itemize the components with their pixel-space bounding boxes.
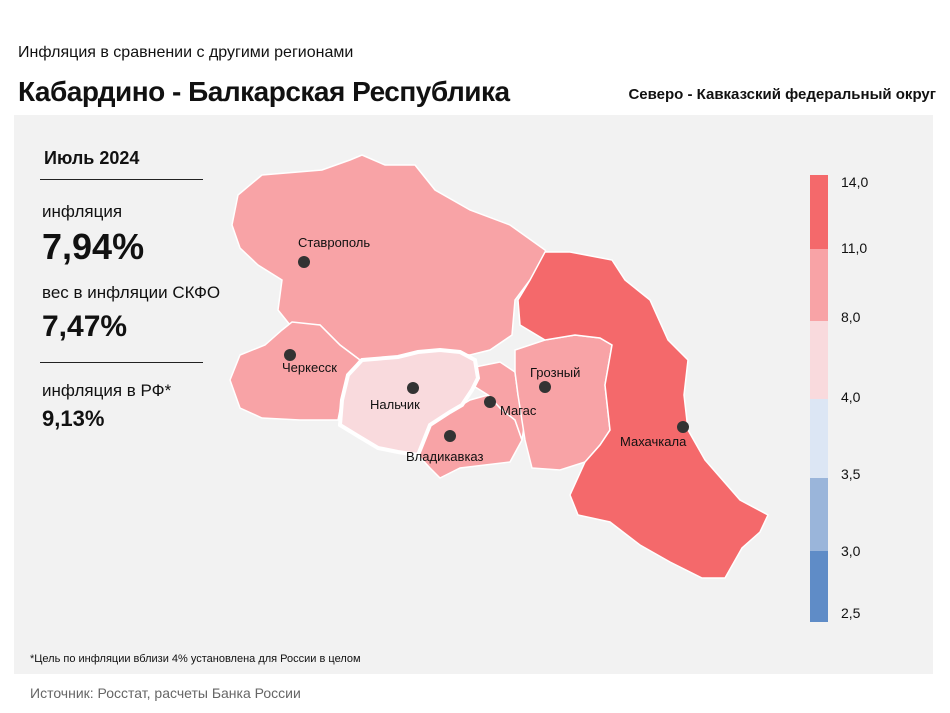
- map-subtitle: Инфляция в сравнении с другими регионами: [18, 44, 354, 61]
- legend-tick-3-5: 3,5: [841, 466, 861, 482]
- region-dagestan[interactable]: [517, 251, 769, 579]
- weight-value: 7,47%: [42, 310, 128, 343]
- divider-bottom: [40, 362, 203, 363]
- vladikavkaz-label: Владикавказ: [406, 449, 484, 464]
- cherkessk-marker: [284, 349, 296, 361]
- footnote: *Цель по инфляции вблизи 4% установлена …: [30, 653, 361, 665]
- legend-tick-11: 11,0: [841, 240, 868, 256]
- cherkessk-label: Черкесск: [282, 360, 337, 375]
- stavropol-marker: [298, 256, 310, 268]
- weight-label: вес в инфляции СКФО: [42, 283, 221, 302]
- source-note: Источник: Росстат, расчеты Банка России: [30, 685, 301, 701]
- legend-tick-3: 3,0: [841, 543, 861, 559]
- legend-swatch-2: [810, 249, 828, 321]
- makhachkala-marker: [677, 421, 689, 433]
- magas-label: Магас: [500, 403, 537, 418]
- legend-swatch-4: [810, 399, 828, 478]
- legend-tick-4: 4,0: [841, 389, 861, 405]
- region-stavropol[interactable]: [231, 154, 551, 361]
- nalchik-label: Нальчик: [370, 397, 420, 412]
- district-title: Северо - Кавказский федеральный округ: [628, 86, 936, 103]
- region-ingushetia[interactable]: [469, 361, 526, 441]
- region-title: Кабардино - Балкарская Республика: [18, 76, 510, 107]
- divider-top: [40, 179, 203, 180]
- stavropol-label: Ставрополь: [298, 235, 370, 250]
- legend-swatch-5: [810, 478, 828, 551]
- legend-tick-8: 8,0: [841, 309, 861, 325]
- legend-swatch-3: [810, 321, 828, 399]
- vladikavkaz-marker: [444, 430, 456, 442]
- nalchik-marker: [407, 382, 419, 394]
- inflation-value: 7,94%: [42, 226, 145, 267]
- legend-swatch-1: [810, 175, 828, 249]
- rf-inflation-value: 9,13%: [42, 406, 105, 431]
- region-karachay-cherkessia[interactable]: [229, 321, 362, 421]
- makhachkala-label: Махачкала: [620, 434, 687, 449]
- period-label: Июль 2024: [44, 148, 140, 168]
- inflation-label: инфляция: [42, 202, 123, 221]
- legend-tick-14: 14,0: [841, 174, 869, 190]
- region-north-ossetia[interactable]: [417, 394, 523, 479]
- magas-marker: [484, 396, 496, 408]
- legend-tick-2-5: 2,5: [841, 605, 861, 621]
- legend-swatch-6: [810, 551, 828, 622]
- grozny-label: Грозный: [530, 365, 580, 380]
- rf-inflation-label: инфляция в РФ*: [42, 381, 172, 400]
- grozny-marker: [539, 381, 551, 393]
- map-panel: [14, 115, 933, 674]
- region-kabardino-balkaria[interactable]: [337, 347, 481, 458]
